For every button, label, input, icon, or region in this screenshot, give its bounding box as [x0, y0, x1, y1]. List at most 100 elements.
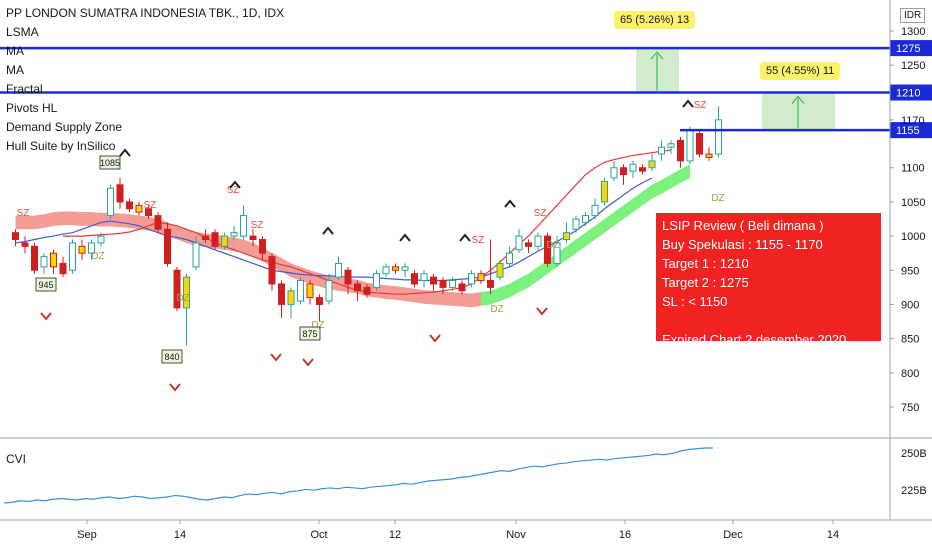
candle: [135, 201, 143, 216]
candle: [477, 270, 485, 284]
candle: [401, 263, 409, 278]
candle-body: [411, 273, 418, 285]
legend-item-demand-supply[interactable]: Demand Supply Zone: [6, 120, 123, 134]
price-level-label: 1210: [896, 88, 920, 100]
target2-arrowhead: [650, 51, 664, 60]
candle: [278, 280, 285, 319]
legend-item-ma[interactable]: MA: [6, 44, 24, 58]
candle-body: [21, 242, 29, 247]
candle: [392, 263, 399, 274]
legend-item-fractal[interactable]: Fractal: [6, 82, 43, 96]
candle-body: [439, 280, 447, 288]
candle-body: [487, 280, 494, 288]
candle: [306, 280, 314, 305]
x-tick-label: 12: [389, 529, 401, 541]
candle-body: [544, 235, 551, 264]
candle-body: [696, 133, 703, 155]
candle: [40, 253, 48, 274]
y-tick-label: 750: [901, 402, 919, 414]
dz-label: DZ: [91, 251, 104, 262]
y-tick-label: 850: [901, 334, 919, 346]
candle: [696, 130, 703, 158]
target1-arrowhead: [791, 95, 805, 104]
candle-body: [88, 242, 95, 254]
candle: [211, 229, 219, 250]
candle-body: [12, 232, 19, 241]
candle-body: [145, 208, 152, 217]
y-tick-label: 1170: [901, 115, 925, 127]
candle-body: [268, 256, 276, 285]
legend-item-pivots[interactable]: Pivots HL: [6, 101, 58, 115]
target-zones: [636, 48, 835, 131]
candle-body: [468, 273, 475, 285]
candle: [164, 222, 171, 267]
candle-body: [373, 273, 380, 288]
candle-body: [715, 119, 722, 155]
candle-body: [515, 235, 523, 251]
review-line-6: [662, 311, 875, 330]
candle-body: [278, 283, 285, 305]
candle: [506, 246, 513, 267]
review-box: LSIP Review ( Beli dimana ) Buy Spekulas…: [656, 213, 881, 347]
price-level-lines: 1275 1210 1155: [0, 40, 932, 139]
pivot-badge: [299, 326, 321, 341]
price-level-badge: [890, 40, 932, 57]
price-level-badge: [890, 122, 932, 139]
candle-body: [287, 290, 295, 305]
candle: [12, 229, 19, 247]
candle: [620, 164, 627, 185]
chart-title: PP LONDON SUMATRA INDONESIA TBK., 1D, ID…: [6, 6, 285, 20]
candle: [145, 205, 152, 219]
dz-label: DZ: [546, 240, 559, 251]
candle: [221, 232, 228, 250]
pivot-label: 875: [302, 329, 317, 339]
candle-body: [126, 201, 133, 210]
candle: [154, 212, 162, 233]
candle-body: [449, 280, 456, 288]
candles: [12, 106, 722, 346]
candle-body: [221, 235, 228, 247]
pivot-badge: [161, 349, 183, 364]
candle-body: [629, 163, 637, 172]
candle: [534, 232, 542, 250]
candle-body: [496, 262, 504, 278]
legend-item-hull-suite[interactable]: Hull Suite by InSilico: [6, 139, 116, 153]
candle-body: [430, 276, 437, 285]
candle: [582, 212, 589, 226]
candle: [487, 239, 494, 295]
legend-item-ma-2[interactable]: MA: [6, 63, 24, 77]
candle: [677, 136, 684, 168]
indicator-bands: [15, 149, 690, 308]
dz-label: DZ: [176, 293, 189, 304]
y-tick-label: 1000: [901, 231, 925, 243]
review-line-7: Expired Chart 2 desember 2020: [662, 332, 847, 347]
candle-body: [506, 252, 513, 264]
candle: [563, 222, 570, 243]
currency-badge[interactable]: IDR: [900, 8, 926, 23]
candle-body: [648, 160, 656, 169]
legend-item-lsma[interactable]: LSMA: [6, 25, 39, 39]
hull-band-green: [481, 164, 690, 306]
zone-annotations: SZ SZ SZ SZ SZ SZ SZ DZ DZ DZ DZ DZ DZ 1085 945 840 875: [17, 99, 725, 392]
cvi-tick-label: 250B: [901, 448, 927, 460]
candle-body: [50, 252, 57, 268]
candle-body: [259, 239, 266, 254]
candle: [430, 273, 437, 291]
y-tick-label: 800: [901, 368, 919, 380]
y-tick-label: 1300: [901, 26, 925, 38]
candle: [553, 236, 561, 267]
candle: [601, 177, 608, 206]
dz-label: DZ: [490, 304, 503, 315]
x-tick-label: 14: [174, 529, 186, 541]
pivot-label: 945: [38, 280, 53, 290]
candle-body: [31, 245, 38, 271]
candle: [354, 280, 361, 302]
candle: [78, 239, 86, 261]
fractal-up-icon: [682, 99, 694, 108]
hull-band-red: [15, 211, 481, 308]
candle-body: [116, 184, 124, 203]
candle-body: [173, 269, 181, 309]
pivot-label: 840: [164, 352, 179, 362]
cvi-label: CVI: [6, 452, 27, 466]
